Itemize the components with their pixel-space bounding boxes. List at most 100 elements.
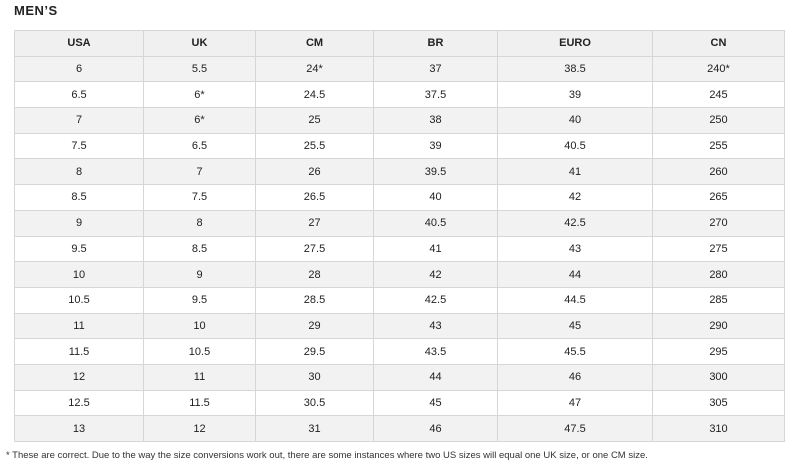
header-row: USA UK CM BR EURO CN bbox=[14, 30, 785, 57]
table-cell: 10 bbox=[143, 312, 256, 340]
table-cell: 6.5 bbox=[14, 81, 144, 109]
table-cell: 285 bbox=[652, 286, 785, 314]
table-cell: 11.5 bbox=[14, 338, 144, 365]
table-row: 12.5 11.5 30.5 45 47 305 bbox=[14, 389, 785, 417]
table-cell: 265 bbox=[652, 184, 785, 211]
table-cell: 5.5 bbox=[143, 55, 256, 83]
table-row: 11 10 29 43 45 290 bbox=[14, 312, 785, 340]
table-cell: 24* bbox=[255, 55, 374, 83]
table-row: 8 7 26 39.5 41 260 bbox=[14, 158, 785, 186]
table-cell: 42 bbox=[497, 184, 653, 211]
table-cell: 41 bbox=[373, 235, 498, 263]
column-header: EURO bbox=[497, 30, 653, 57]
table-cell: 10 bbox=[14, 261, 144, 288]
table-cell: 45.5 bbox=[497, 338, 653, 365]
table-cell: 9 bbox=[14, 209, 144, 237]
table-cell: 37.5 bbox=[373, 81, 498, 109]
table-cell: 26.5 bbox=[255, 184, 374, 211]
table-row: 7 6* 25 38 40 250 bbox=[14, 107, 785, 134]
table-cell: 12 bbox=[143, 415, 256, 442]
table-cell: 12.5 bbox=[14, 389, 144, 417]
table-cell: 43.5 bbox=[373, 338, 498, 365]
table-cell: 42 bbox=[373, 261, 498, 288]
table-row: 9 8 27 40.5 42.5 270 bbox=[14, 209, 785, 237]
table-cell: 30.5 bbox=[255, 389, 374, 417]
size-table: USA UK CM BR EURO CN 6 5.5 24* 37 38.5 240* 6.5 6* 24… bbox=[14, 30, 785, 442]
table-cell: 6* bbox=[143, 81, 256, 109]
table-cell: 270 bbox=[652, 209, 785, 237]
table-row: 8.5 7.5 26.5 40 42 265 bbox=[14, 184, 785, 211]
table-row: 6 5.5 24* 37 38.5 240* bbox=[14, 55, 785, 83]
title: MEN’S bbox=[14, 3, 58, 18]
table-cell: 39 bbox=[497, 81, 653, 109]
table-cell: 12 bbox=[14, 363, 144, 391]
table-cell: 8 bbox=[143, 209, 256, 237]
column-header: BR bbox=[373, 30, 498, 57]
table-cell: 42.5 bbox=[373, 286, 498, 314]
column-header: CN bbox=[652, 30, 785, 57]
table-cell: 280 bbox=[652, 261, 785, 288]
table-cell: 6 bbox=[14, 55, 144, 83]
table-cell: 40 bbox=[373, 184, 498, 211]
table-cell: 30 bbox=[255, 363, 374, 391]
table-cell: 8.5 bbox=[143, 235, 256, 263]
table-cell: 27 bbox=[255, 209, 374, 237]
table-cell: 305 bbox=[652, 389, 785, 417]
table-cell: 39 bbox=[373, 132, 498, 160]
table-cell: 7.5 bbox=[14, 132, 144, 160]
table-cell: 7.5 bbox=[143, 184, 256, 211]
table-cell: 43 bbox=[373, 312, 498, 340]
table-row: 7.5 6.5 25.5 39 40.5 255 bbox=[14, 132, 785, 160]
table-cell: 6* bbox=[143, 107, 256, 134]
table-cell: 29 bbox=[255, 312, 374, 340]
table-cell: 250 bbox=[652, 107, 785, 134]
table-cell: 9 bbox=[143, 261, 256, 288]
table-cell: 11.5 bbox=[143, 389, 256, 417]
table-cell: 45 bbox=[373, 389, 498, 417]
table-cell: 29.5 bbox=[255, 338, 374, 365]
table-cell: 40.5 bbox=[497, 132, 653, 160]
table-cell: 7 bbox=[143, 158, 256, 186]
table-cell: 240* bbox=[652, 55, 785, 83]
table-cell: 38.5 bbox=[497, 55, 653, 83]
table-cell: 10.5 bbox=[143, 338, 256, 365]
table-cell: 39.5 bbox=[373, 158, 498, 186]
table-cell: 290 bbox=[652, 312, 785, 340]
table-cell: 310 bbox=[652, 415, 785, 442]
column-header: UK bbox=[143, 30, 256, 57]
table-body: 6 5.5 24* 37 38.5 240* 6.5 6* 24.5 37.5 39 245 7 6* 25… bbox=[14, 55, 785, 442]
table-cell: 245 bbox=[652, 81, 785, 109]
table-cell: 43 bbox=[497, 235, 653, 263]
table-cell: 37 bbox=[373, 55, 498, 83]
table-cell: 300 bbox=[652, 363, 785, 391]
table-row: 9.5 8.5 27.5 41 43 275 bbox=[14, 235, 785, 263]
table-cell: 13 bbox=[14, 415, 144, 442]
table-cell: 42.5 bbox=[497, 209, 653, 237]
table-cell: 27.5 bbox=[255, 235, 374, 263]
table-cell: 46 bbox=[497, 363, 653, 391]
table-cell: 6.5 bbox=[143, 132, 256, 160]
table-cell: 9.5 bbox=[143, 286, 256, 314]
table-cell: 45 bbox=[497, 312, 653, 340]
table-cell: 8.5 bbox=[14, 184, 144, 211]
footnote: * These are correct. Due to the way the … bbox=[6, 450, 648, 461]
table-row: 11.5 10.5 29.5 43.5 45.5 295 bbox=[14, 338, 785, 365]
table-cell: 28.5 bbox=[255, 286, 374, 314]
table-cell: 31 bbox=[255, 415, 374, 442]
table-cell: 40.5 bbox=[373, 209, 498, 237]
table-row: 10.5 9.5 28.5 42.5 44.5 285 bbox=[14, 286, 785, 314]
table-row: 12 11 30 44 46 300 bbox=[14, 363, 785, 391]
table-cell: 295 bbox=[652, 338, 785, 365]
table-cell: 38 bbox=[373, 107, 498, 134]
table-cell: 10.5 bbox=[14, 286, 144, 314]
table-cell: 44.5 bbox=[497, 286, 653, 314]
table-cell: 26 bbox=[255, 158, 374, 186]
table-cell: 7 bbox=[14, 107, 144, 134]
table-row: 10 9 28 42 44 280 bbox=[14, 261, 785, 288]
table-cell: 25 bbox=[255, 107, 374, 134]
table-cell: 8 bbox=[14, 158, 144, 186]
column-header: USA bbox=[14, 30, 144, 57]
table-cell: 44 bbox=[373, 363, 498, 391]
table-cell: 47 bbox=[497, 389, 653, 417]
